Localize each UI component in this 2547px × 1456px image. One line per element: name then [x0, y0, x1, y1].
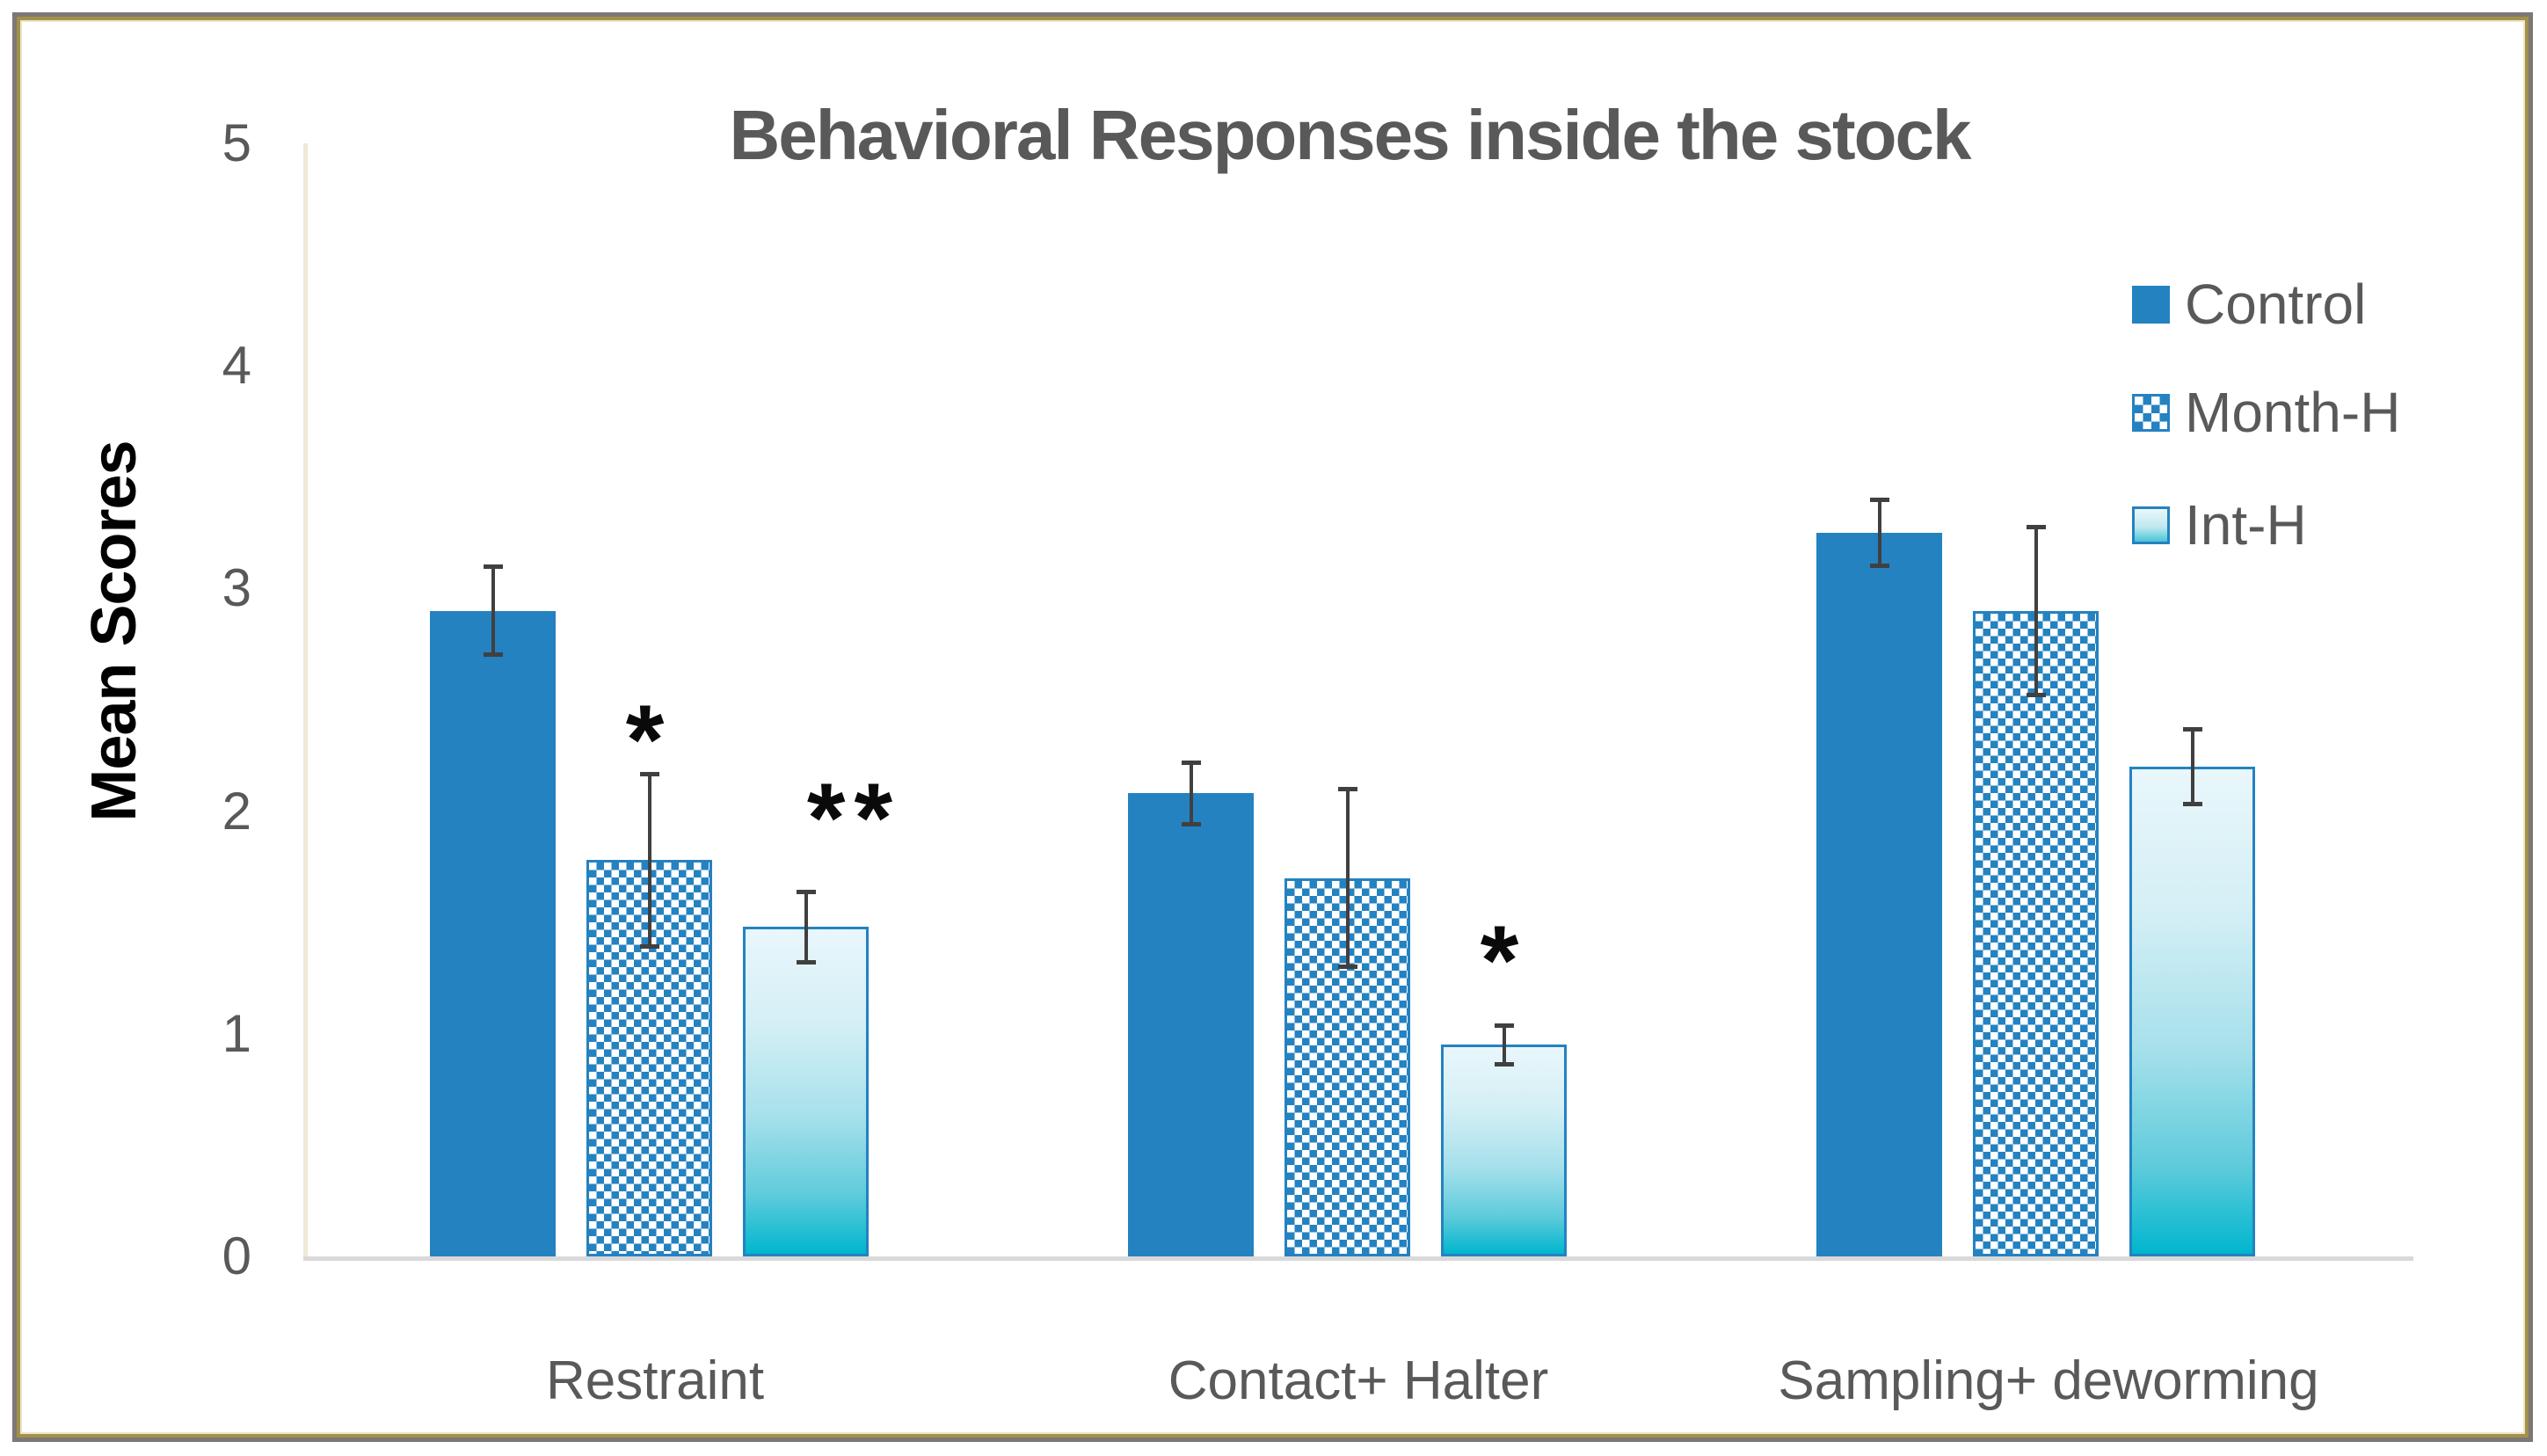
error-bar-cap-bottom	[1337, 964, 1357, 969]
error-bar-line	[2190, 728, 2194, 804]
bar-month-h-0	[586, 860, 712, 1256]
error-bar-cap-bottom	[1869, 564, 1889, 569]
legend-item-control: Control	[2132, 273, 2366, 336]
y-axis-title: Mean Scores	[79, 440, 149, 822]
error-bar-cap-top	[1181, 760, 1201, 765]
y-axis-line	[303, 143, 308, 1259]
error-bar-line	[491, 566, 495, 656]
category-label: Sampling+ deworming	[1778, 1350, 2319, 1411]
error-bar-cap-top	[2026, 524, 2046, 529]
error-bar-line	[2034, 526, 2038, 695]
significance-annotation: **	[806, 762, 902, 873]
y-tick-label-0: 0	[222, 1227, 251, 1285]
error-bar-cap-bottom	[639, 944, 659, 950]
significance-annotation: *	[625, 685, 673, 796]
error-bar-cap-bottom	[2026, 692, 2046, 697]
month-h-legend-swatch	[2132, 393, 2170, 432]
error-bar-cap-bottom	[2182, 802, 2202, 806]
legend-item-month-h: Month-H	[2132, 381, 2400, 444]
y-tick-label-2: 2	[222, 781, 251, 841]
figure-frame-cream-line	[20, 20, 2525, 1434]
y-tick-label-5: 5	[222, 113, 251, 172]
error-bar-cap-top	[483, 564, 503, 570]
bar-int-h-0	[743, 927, 869, 1256]
error-bar-cap-top	[1494, 1023, 1514, 1028]
y-tick-label-1: 1	[222, 1003, 251, 1063]
error-bar-line	[1877, 499, 1881, 567]
x-axis-line	[303, 1256, 2413, 1261]
bar-month-h-2	[1973, 610, 2099, 1256]
figure-frame-olive-line	[17, 17, 2529, 1438]
error-bar-cap-bottom	[796, 959, 816, 965]
error-bar-line	[647, 773, 651, 948]
error-bar-cap-top	[1337, 787, 1357, 792]
error-bar-line	[1189, 761, 1193, 825]
int-h-legend-swatch	[2132, 506, 2170, 544]
y-tick-label-4: 4	[222, 336, 251, 396]
legend-label: Control	[2185, 273, 2367, 336]
error-bar-line	[1502, 1024, 1506, 1066]
bar-int-h-2	[2129, 766, 2255, 1256]
error-bar-cap-top	[796, 889, 816, 894]
significance-annotation: *	[1480, 905, 1528, 1016]
control-legend-swatch	[2132, 285, 2170, 324]
figure-frame	[12, 12, 2533, 1442]
bar-control-1	[1128, 793, 1254, 1256]
error-bar-line	[1345, 789, 1350, 967]
error-bar-cap-bottom	[483, 652, 503, 658]
category-label: Restraint	[545, 1350, 765, 1411]
error-bar-cap-top	[1869, 498, 1889, 503]
bar-control-2	[1816, 533, 1942, 1256]
legend-label: Int-H	[2185, 493, 2307, 557]
chart-title: Behavioral Responses inside the stock	[729, 96, 1972, 174]
legend-label: Month-H	[2185, 381, 2401, 444]
y-tick-label-3: 3	[222, 558, 251, 618]
error-bar-cap-bottom	[1494, 1062, 1514, 1067]
error-bar-cap-bottom	[1181, 821, 1201, 826]
bar-int-h-1	[1441, 1045, 1567, 1256]
category-label: Contact+ Halter	[1168, 1350, 1549, 1411]
error-bar-cap-top	[639, 771, 659, 776]
error-bar-line	[804, 891, 808, 963]
error-bar-cap-top	[2182, 726, 2202, 732]
bar-control-0	[430, 610, 556, 1256]
legend-item-int-h: Int-H	[2132, 493, 2307, 557]
